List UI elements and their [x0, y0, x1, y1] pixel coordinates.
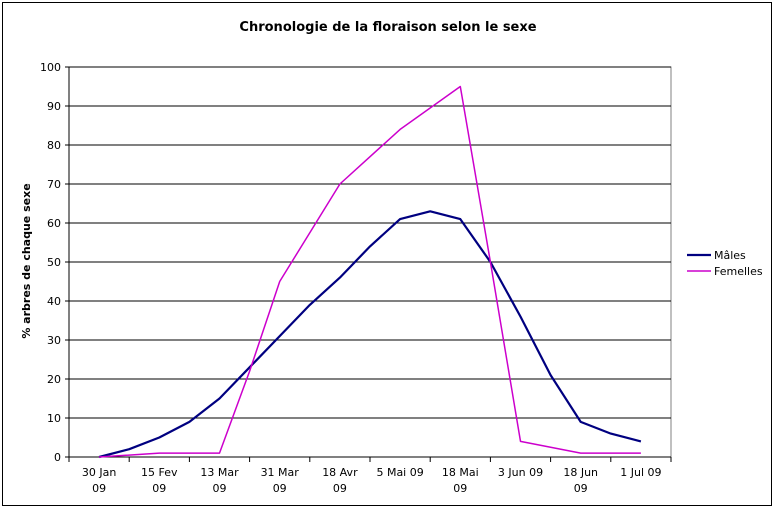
y-tick-label: 60 [47, 217, 61, 230]
x-tick-label: 31 Mar [261, 466, 300, 479]
y-tick-label: 50 [47, 256, 61, 269]
y-tick-label: 100 [40, 61, 61, 74]
series-lines [98, 85, 642, 459]
x-tick-label-line2: 09 [92, 482, 106, 495]
legend-label: Femelles [714, 265, 763, 278]
x-tick-label-line2: 09 [574, 482, 588, 495]
x-tick-label-line2: 09 [333, 482, 347, 495]
x-tick-label-line2: 09 [213, 482, 227, 495]
series-line-femelles [99, 85, 641, 458]
gridlines [68, 66, 671, 458]
chart-title: Chronologie de la floraison selon le sex… [239, 20, 536, 35]
y-tick-label: 20 [47, 373, 61, 386]
x-tick-label: 5 Mai 09 [376, 466, 423, 479]
x-tick-label: 1 Jul 09 [620, 466, 661, 479]
x-tick-label: 13 Mar [200, 466, 239, 479]
y-tick-label: 0 [54, 451, 61, 464]
y-tick-label: 70 [47, 178, 61, 191]
legend-label: Mâles [714, 249, 746, 262]
x-axis-ticks: 30 Jan 09 15 Fev 09 13 Mar 09 31 Mar 09 18 Avr 09… [68, 457, 672, 495]
y-tick-label: 40 [47, 295, 61, 308]
y-tick-label: 80 [47, 139, 61, 152]
y-tick-label: 10 [47, 412, 61, 425]
x-tick-label-line2: 09 [273, 482, 287, 495]
x-tick-label-line2: 09 [453, 482, 467, 495]
y-tick-label: 90 [47, 100, 61, 113]
x-tick-label: 18 Avr [322, 466, 358, 479]
legend: Mâles Femelles [687, 249, 763, 278]
flowering-chart: Chronologie de la floraison selon le sex… [20, 20, 763, 495]
x-tick-label: 15 Fev [141, 466, 178, 479]
x-tick-label: 18 Jun [563, 466, 598, 479]
x-tick-label: 18 Mai [442, 466, 479, 479]
x-tick-label: 3 Jun 09 [498, 466, 543, 479]
x-tick-label-line2: 09 [152, 482, 166, 495]
y-axis-label: % arbres de chaque sexe [20, 183, 33, 338]
series-line-males [98, 210, 642, 459]
y-tick-label: 30 [47, 334, 61, 347]
y-axis-ticks: 0 10 20 30 40 50 60 70 80 90 100 [40, 61, 69, 464]
x-tick-label: 30 Jan [82, 466, 116, 479]
